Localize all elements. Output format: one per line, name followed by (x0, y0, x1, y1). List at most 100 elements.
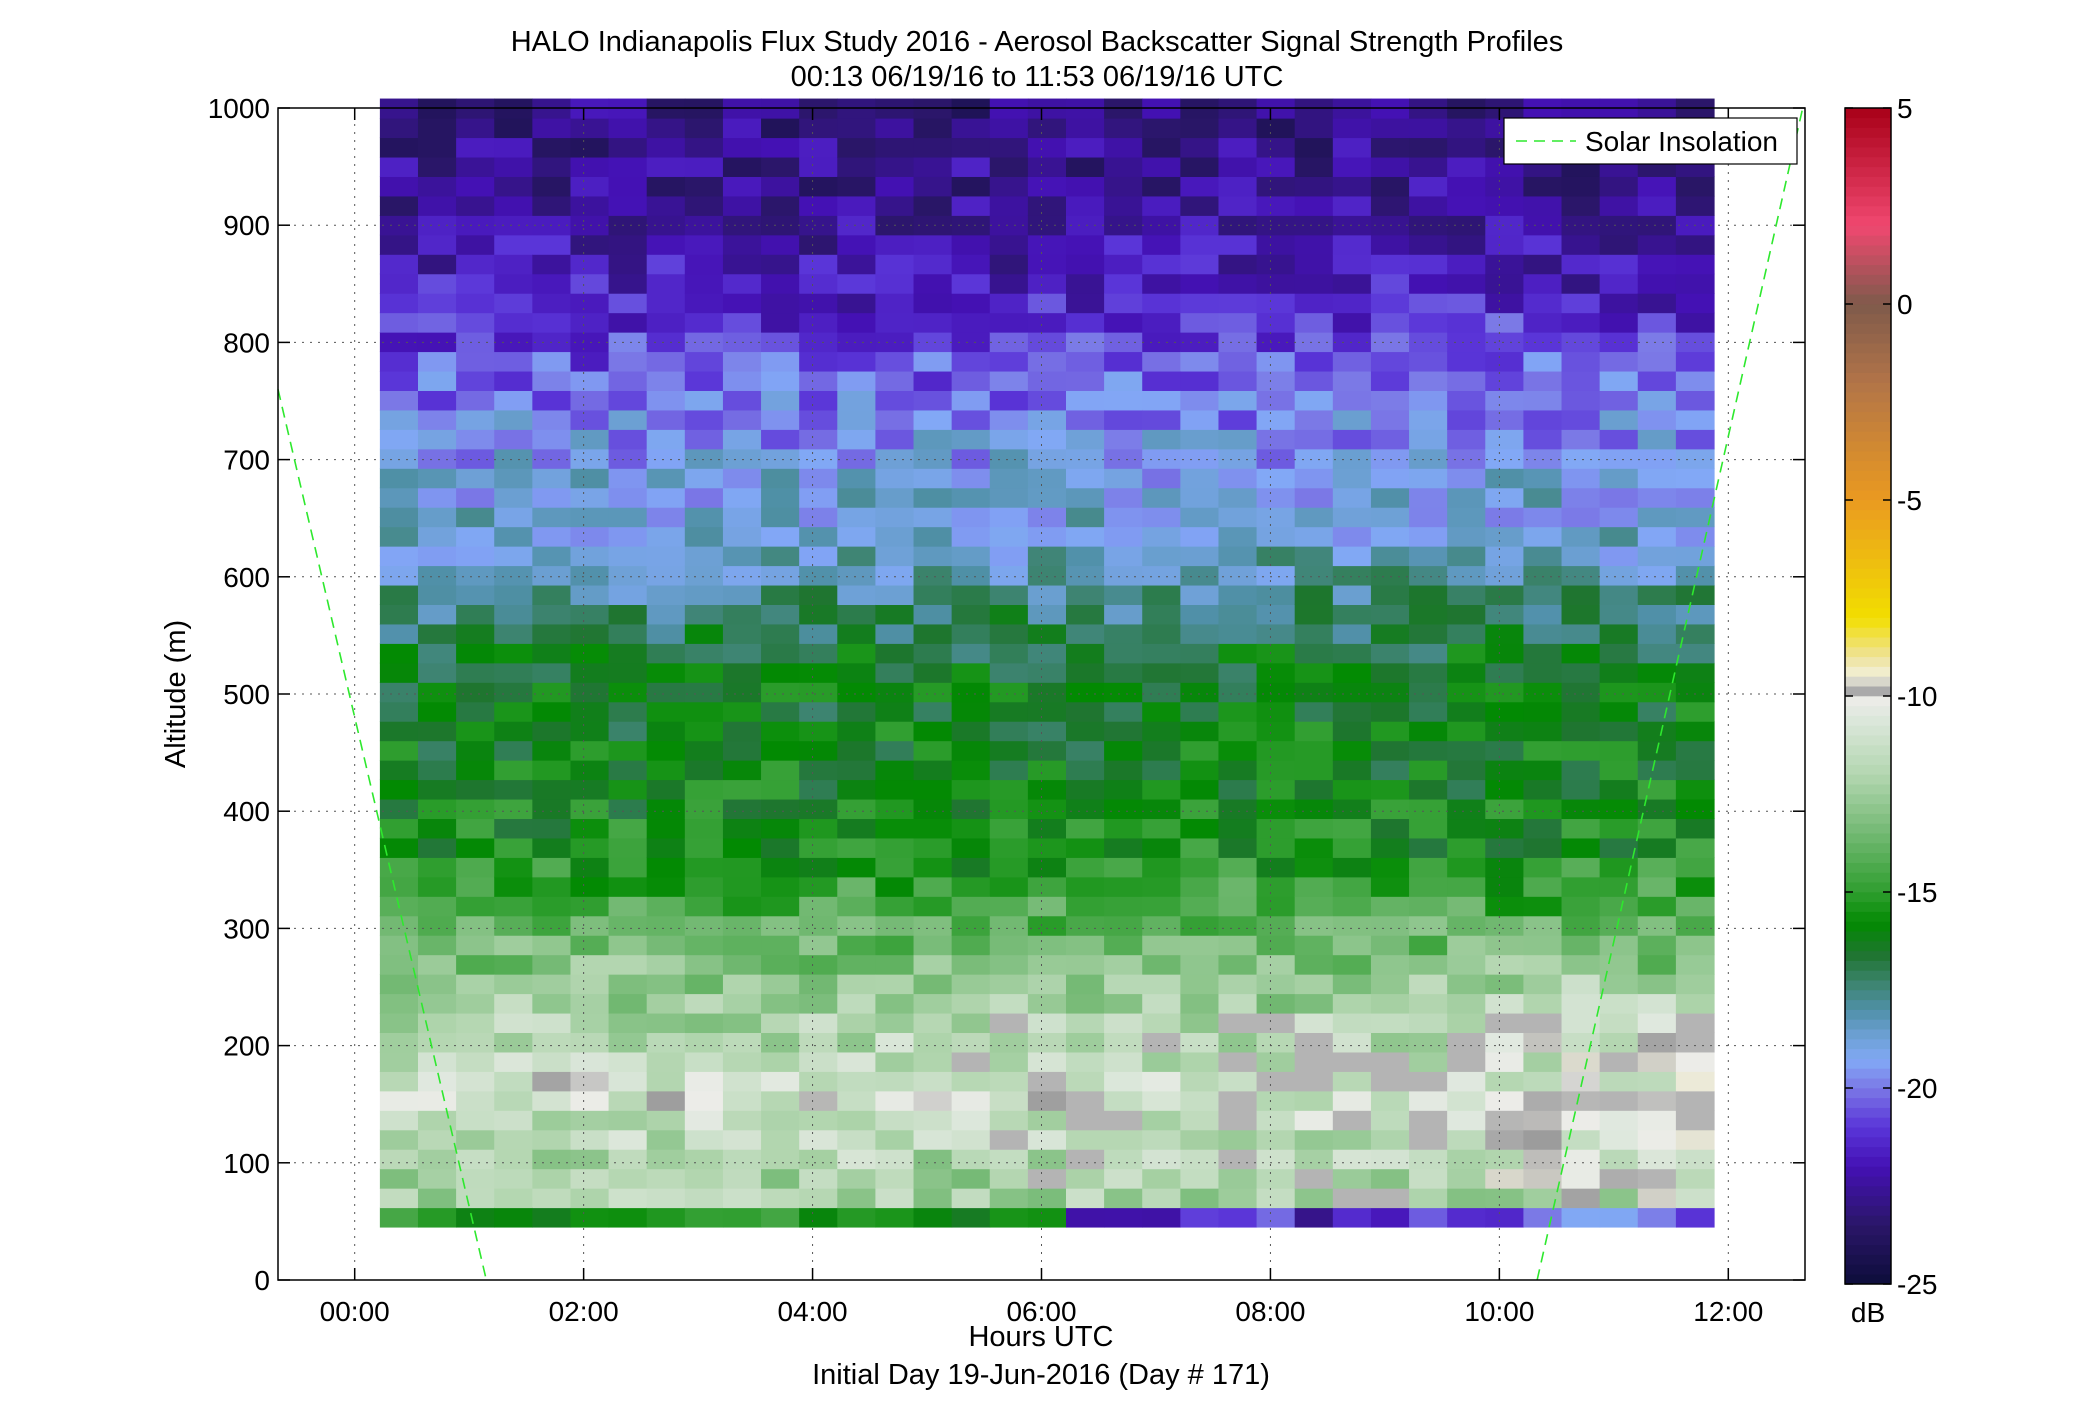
heatmap-cell (684, 974, 724, 995)
heatmap-cell (1523, 429, 1563, 450)
heatmap-cell (1637, 273, 1677, 294)
heatmap-cell (1256, 896, 1296, 917)
heatmap-cell (913, 818, 953, 839)
heatmap-cell (951, 1188, 991, 1209)
heatmap-cell (799, 662, 838, 683)
heatmap-cell (1675, 935, 1715, 956)
heatmap-cell (1256, 1129, 1296, 1150)
heatmap-cell (761, 507, 800, 528)
heatmap-cell (1218, 837, 1258, 858)
heatmap-cell (646, 118, 686, 139)
heatmap-cell (1142, 798, 1181, 820)
heatmap-cell (989, 993, 1029, 1014)
heatmap-cell (799, 332, 838, 353)
heatmap-cell (379, 974, 419, 995)
heatmap-cell (1104, 643, 1143, 664)
heatmap-cell (1675, 448, 1715, 469)
heatmap-cell (875, 565, 915, 586)
heatmap-cell (1409, 662, 1448, 683)
heatmap-cell (646, 954, 686, 975)
heatmap-cell (837, 604, 877, 625)
heatmap-cell (1294, 896, 1334, 917)
heatmap-cell (913, 254, 953, 275)
heatmap-cell (799, 1168, 838, 1189)
heatmap-cell (722, 195, 762, 216)
heatmap-cell (1066, 896, 1105, 917)
heatmap-cell (1485, 176, 1525, 197)
heatmap-cell (1332, 507, 1372, 528)
heatmap-cell (989, 526, 1029, 547)
heatmap-cell (532, 507, 572, 528)
heatmap-cell (1294, 351, 1334, 372)
heatmap-cell (875, 468, 915, 489)
heatmap-cell (1294, 332, 1334, 353)
heatmap-cell (1485, 429, 1525, 450)
heatmap-cell (494, 643, 533, 664)
heatmap-cell (913, 156, 953, 177)
heatmap-cell (761, 273, 800, 294)
heatmap-cell (532, 1207, 572, 1228)
heatmap-cell (570, 662, 610, 683)
heatmap-cell (913, 779, 953, 800)
heatmap-cell (1180, 137, 1220, 158)
heatmap-cell (1104, 721, 1143, 742)
heatmap-cell (1561, 643, 1601, 664)
heatmap-cell (913, 876, 953, 897)
heatmap-cell (722, 487, 762, 508)
heatmap-cell (1675, 837, 1715, 858)
heatmap-cell (1409, 526, 1448, 547)
heatmap-cell (379, 584, 419, 605)
heatmap-cell (1370, 915, 1410, 936)
heatmap-cell (1104, 954, 1143, 975)
heatmap-cell (951, 429, 991, 450)
heatmap-cell (494, 740, 533, 761)
heatmap-cell (913, 1110, 953, 1131)
heatmap-cell (1447, 974, 1486, 995)
heatmap-cell (608, 526, 648, 547)
heatmap-cell (1256, 215, 1296, 236)
heatmap-cell (1370, 818, 1410, 839)
heatmap-cell (608, 740, 648, 761)
heatmap-cell (1561, 818, 1601, 839)
heatmap-cell (570, 332, 610, 353)
heatmap-cell (1027, 273, 1067, 294)
heatmap-cell (1370, 1188, 1410, 1209)
heatmap-cell (913, 974, 953, 995)
colorbar-swatch (1845, 1185, 1891, 1197)
heatmap-cell (494, 429, 533, 450)
heatmap-cell (1370, 546, 1410, 567)
heatmap-cell (1027, 293, 1067, 314)
heatmap-cell (799, 429, 838, 450)
heatmap-cell (1027, 643, 1067, 664)
heatmap-cell (1066, 584, 1105, 605)
heatmap-cell (951, 954, 991, 975)
heatmap-cell (1104, 390, 1143, 411)
heatmap-cell (1218, 798, 1258, 820)
heatmap-cell (1485, 195, 1525, 216)
heatmap-cell (1066, 1012, 1105, 1034)
y-tick-label: 900 (223, 210, 270, 241)
heatmap-cell (646, 760, 686, 781)
heatmap-cell (417, 1071, 457, 1092)
heatmap-cell (608, 1129, 648, 1150)
heatmap-cell (646, 332, 686, 353)
heatmap-cell (875, 546, 915, 567)
heatmap-cell (1332, 118, 1372, 139)
heatmap-cell (1218, 1051, 1258, 1072)
heatmap-cell (1447, 760, 1486, 781)
heatmap-cell (570, 1032, 610, 1053)
heatmap-cell (1180, 701, 1220, 722)
heatmap-cell (837, 1071, 877, 1092)
heatmap-cell (1637, 1032, 1677, 1053)
heatmap-cell (646, 876, 686, 897)
heatmap-cell (1218, 312, 1258, 333)
heatmap-cell (1256, 721, 1296, 742)
heatmap-cell (1218, 1110, 1258, 1131)
heatmap-cell (1256, 1032, 1296, 1053)
heatmap-cell (570, 896, 610, 917)
heatmap-cell (722, 584, 762, 605)
heatmap-cell (417, 409, 457, 430)
heatmap-cell (722, 1168, 762, 1189)
heatmap-cell (1027, 604, 1067, 625)
heatmap-cell (417, 448, 457, 469)
